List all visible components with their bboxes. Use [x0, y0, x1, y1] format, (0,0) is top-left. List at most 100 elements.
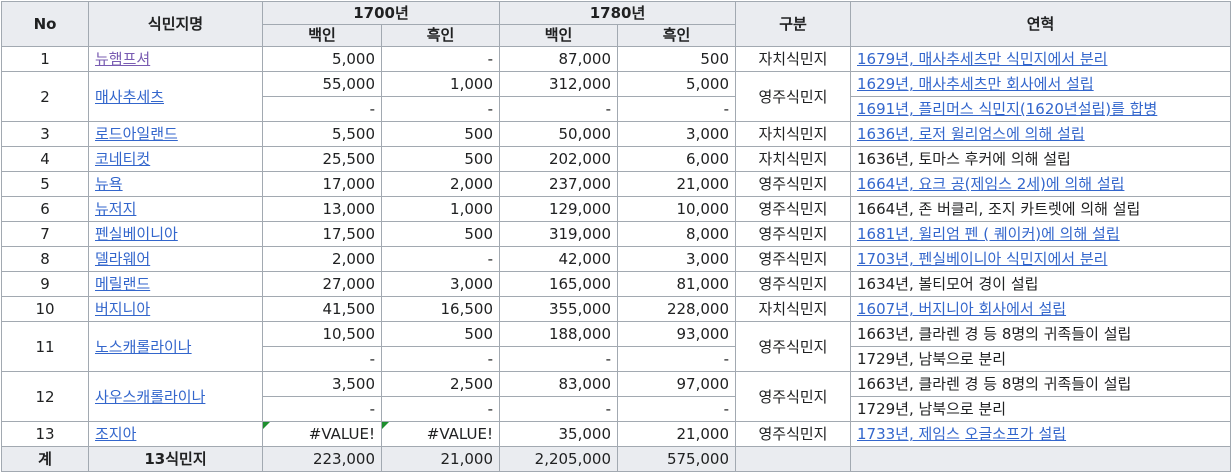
colony-link[interactable]: 메릴랜드 — [95, 275, 151, 293]
value-1700-black: 3,000 — [381, 271, 500, 297]
value-1780-black: - — [617, 96, 736, 122]
colony-link[interactable]: 조지아 — [95, 425, 137, 443]
value-1780-white: 50,000 — [499, 121, 618, 147]
history-link[interactable]: 1629년, 매사추세츠만 회사에서 설립 — [857, 75, 1094, 93]
colony-name-cell: 노스캐롤라이나 — [88, 321, 263, 372]
history-link[interactable]: 1681년, 윌리엄 펜 ( 퀘이커)에 의해 설립 — [857, 225, 1120, 243]
colony-link[interactable]: 코네티컷 — [95, 150, 151, 168]
value-1780-black: 500 — [617, 46, 736, 72]
value-1780-white: 237,000 — [499, 171, 618, 197]
row-no: 10 — [1, 296, 89, 322]
value-1780-white: 188,000 — [499, 321, 618, 347]
value-1700-black: 2,500 — [381, 371, 500, 397]
row-no: 11 — [1, 321, 89, 372]
history-link[interactable]: 1679년, 매사추세츠만 식민지에서 분리 — [857, 50, 1108, 68]
header-colony: 식민지명 — [88, 1, 263, 47]
history-cell: 1691년, 플리머스 식민지(1620년설립)를 합병 — [850, 96, 1231, 122]
total-1700-black: 21,000 — [381, 446, 500, 472]
row-no: 9 — [1, 271, 89, 297]
colony-link[interactable]: 델라웨어 — [95, 250, 151, 268]
history-cell: 1681년, 윌리엄 펜 ( 퀘이커)에 의해 설립 — [850, 221, 1231, 247]
history-cell: 1629년, 매사추세츠만 회사에서 설립 — [850, 71, 1231, 97]
row-no: 12 — [1, 371, 89, 422]
colony-link[interactable]: 버지니아 — [95, 300, 151, 318]
colony-link[interactable]: 노스캐롤라이나 — [95, 337, 192, 356]
table-row: - - - - 1729년, 남북으로 분리 — [2, 396, 1231, 422]
history-text: 1634년, 볼티모어 경이 설립 — [850, 271, 1231, 297]
total-label: 계 — [1, 446, 89, 472]
value-1780-white: 355,000 — [499, 296, 618, 322]
value-1700-black: 500 — [381, 221, 500, 247]
history-link[interactable]: 1636년, 로저 윌리엄스에 의해 설립 — [857, 125, 1085, 143]
history-cell: 1607년, 버지니아 회사에서 설립 — [850, 296, 1231, 322]
colony-link[interactable]: 사우스캐롤라이나 — [95, 387, 206, 406]
table-row: 5 뉴욕 17,000 2,000 237,000 21,000 영주식민지 1… — [1, 171, 1231, 197]
history-text: 1664년, 존 버클리, 조지 카트렛에 의해 설립 — [850, 196, 1231, 222]
colony-type: 자치식민지 — [735, 46, 851, 72]
row-no: 3 — [1, 121, 89, 147]
header-no: No — [1, 1, 89, 47]
value-1780-white: 35,000 — [499, 421, 618, 447]
history-text: 1663년, 클라렌 경 등 8명의 귀족들이 설립 — [850, 371, 1231, 397]
value-1700-black: - — [381, 396, 500, 422]
value-1700-black: 500 — [381, 146, 500, 172]
colony-type: 영주식민지 — [735, 321, 851, 372]
row-no: 13 — [1, 421, 89, 447]
table-row: 7 펜실베이니아 17,500 500 319,000 8,000 영주식민지 … — [1, 221, 1231, 247]
value-1700-black: - — [381, 46, 500, 72]
colony-link[interactable]: 뉴햄프셔 — [95, 50, 151, 68]
history-link[interactable]: 1607년, 버지니아 회사에서 설립 — [857, 300, 1067, 318]
value-1780-black: 81,000 — [617, 271, 736, 297]
row-no: 6 — [1, 196, 89, 222]
header-1780-black: 흑인 — [617, 24, 736, 47]
history-link[interactable]: 1703년, 펜실베이니아 식민지에서 분리 — [857, 250, 1108, 268]
value-1700-black-error: #VALUE! — [381, 421, 500, 447]
table-row: 3 로드아일랜드 5,500 500 50,000 3,000 자치식민지 16… — [1, 121, 1231, 147]
colony-type: 영주식민지 — [735, 371, 851, 422]
value-1700-white: 13,000 — [262, 196, 382, 222]
colony-link[interactable]: 로드아일랜드 — [95, 125, 178, 143]
colony-name-cell: 뉴욕 — [88, 171, 263, 197]
table-row: - - - - 1729년, 남북으로 분리 — [2, 346, 1231, 372]
value-1780-black: 3,000 — [617, 121, 736, 147]
history-cell: 1679년, 매사추세츠만 식민지에서 분리 — [850, 46, 1231, 72]
history-text: 1663년, 클라렌 경 등 8명의 귀족들이 설립 — [850, 321, 1231, 347]
colony-link[interactable]: 뉴저지 — [95, 200, 137, 218]
value-1780-black: 21,000 — [617, 421, 736, 447]
table-row: 13 조지아 #VALUE! #VALUE! 35,000 21,000 영주식… — [1, 421, 1231, 447]
value-1700-black: - — [381, 346, 500, 372]
colony-link[interactable]: 뉴욕 — [95, 175, 123, 193]
value-1780-white: - — [499, 396, 618, 422]
header-1780: 1780년 — [499, 1, 736, 25]
value-1700-white: - — [262, 346, 382, 372]
value-1700-black: 16,500 — [381, 296, 500, 322]
value-1700-black: 1,000 — [381, 71, 500, 97]
value-1780-black: 93,000 — [617, 321, 736, 347]
value-1700-white: 5,500 — [262, 121, 382, 147]
colony-type: 영주식민지 — [735, 221, 851, 247]
history-link[interactable]: 1733년, 제임스 오글소프가 설립 — [857, 425, 1067, 443]
row-no: 8 — [1, 246, 89, 272]
history-link[interactable]: 1664년, 요크 공(제임스 2세)에 의해 설립 — [857, 175, 1125, 193]
history-text: 1729년, 남북으로 분리 — [850, 346, 1231, 372]
colony-name-cell: 조지아 — [88, 421, 263, 447]
colony-link[interactable]: 펜실베이니아 — [95, 225, 178, 243]
value-1780-black: 3,000 — [617, 246, 736, 272]
colony-type: 영주식민지 — [735, 246, 851, 272]
colony-link[interactable]: 매사추세츠 — [95, 87, 165, 106]
history-cell: 1636년, 로저 윌리엄스에 의해 설립 — [850, 121, 1231, 147]
colony-type: 자치식민지 — [735, 146, 851, 172]
value-1700-white: 5,000 — [262, 46, 382, 72]
row-no: 4 — [1, 146, 89, 172]
value-1780-white: 129,000 — [499, 196, 618, 222]
value-1700-white-error: #VALUE! — [262, 421, 382, 447]
colony-type: 영주식민지 — [735, 421, 851, 447]
value-1780-black: 6,000 — [617, 146, 736, 172]
history-link[interactable]: 1691년, 플리머스 식민지(1620년설립)를 합병 — [857, 100, 1158, 118]
total-type-empty — [735, 446, 851, 472]
value-1780-black: 10,000 — [617, 196, 736, 222]
value-1780-white: 319,000 — [499, 221, 618, 247]
value-1700-white: - — [262, 96, 382, 122]
value-1700-white: 3,500 — [262, 371, 382, 397]
